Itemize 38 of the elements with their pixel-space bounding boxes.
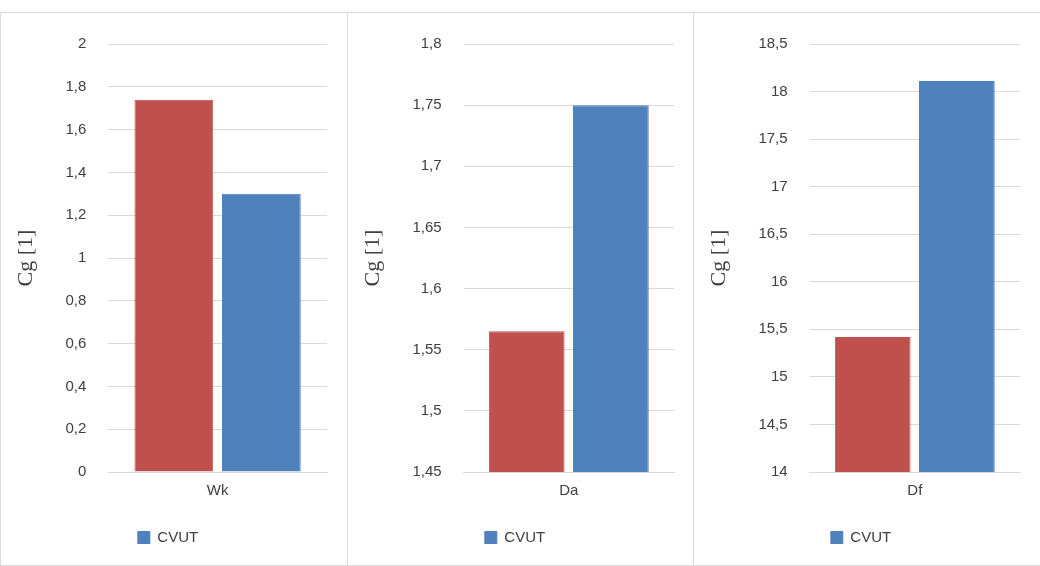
- y-tick-label: 1,65: [412, 217, 442, 235]
- y-tick-label: 14: [771, 462, 788, 480]
- y-tick-label: 17,5: [758, 129, 788, 147]
- y-tick-label: 0: [77, 462, 87, 480]
- y-tick-label: 1,2: [65, 205, 87, 223]
- y-tick-label: 1,6: [420, 278, 442, 296]
- y-tick-label: 1,45: [412, 462, 442, 480]
- legend-label: CVUT: [850, 527, 892, 545]
- x-tick-label: Wk: [206, 481, 229, 499]
- y-tick-label: 2: [77, 34, 87, 52]
- y-tick-label: 16: [771, 271, 788, 289]
- legend-label: CVUT: [503, 527, 545, 545]
- y-tick-label: 1,55: [412, 339, 442, 357]
- y-tick-label: 1,8: [420, 34, 442, 52]
- y-tick-label: 1,8: [65, 76, 87, 94]
- y-axis-title: Cg [1]: [11, 229, 37, 287]
- y-tick-label: 1: [77, 248, 87, 266]
- y-tick-label: 14,5: [758, 414, 788, 432]
- y-tick-label: 18: [771, 81, 788, 99]
- x-tick-label: Df: [907, 481, 924, 499]
- legend-label: CVUT: [157, 527, 199, 545]
- y-tick-label: 1,75: [412, 95, 442, 113]
- y-tick-label: 18,5: [758, 34, 788, 52]
- y-tick-label: 1,4: [65, 162, 87, 180]
- y-tick-label: 1,5: [420, 401, 442, 418]
- y-tick-label: 1,6: [65, 119, 87, 137]
- y-tick-label: 0,4: [65, 376, 87, 394]
- y-tick-label: 1,7: [420, 156, 442, 174]
- y-axis-title: Cg [1]: [705, 229, 731, 287]
- y-tick-label: 0,8: [65, 290, 87, 308]
- y-tick-label: 15,5: [758, 319, 788, 337]
- y-tick-label: 15: [771, 367, 788, 385]
- x-tick-label: Da: [558, 481, 579, 499]
- y-tick-label: 0,2: [65, 419, 87, 437]
- y-tick-label: 17: [771, 176, 788, 194]
- y-tick-label: 0,6: [65, 333, 87, 351]
- y-axis-title: Cg [1]: [358, 229, 384, 287]
- y-tick-label: 16,5: [758, 224, 788, 242]
